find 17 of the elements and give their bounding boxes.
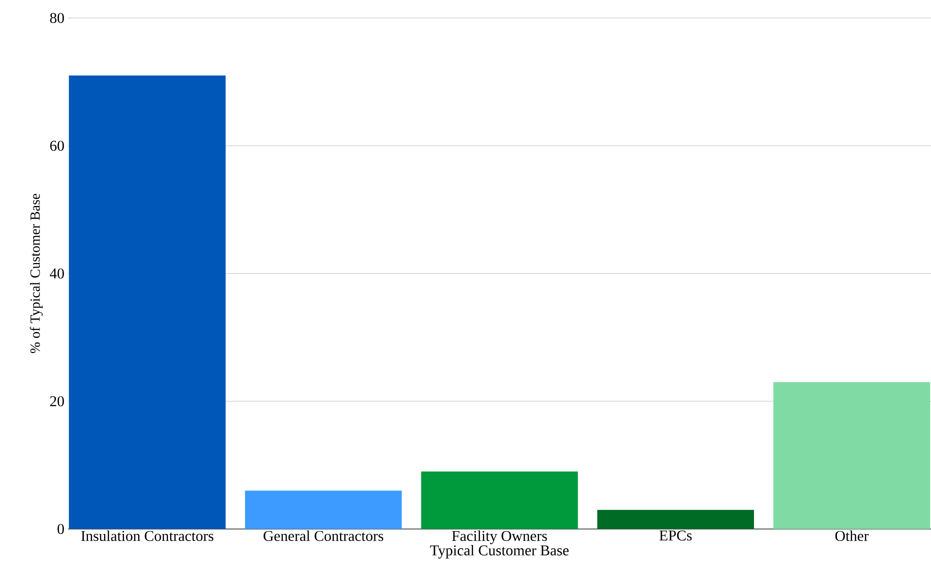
bar [773, 382, 930, 529]
y-tick-label: 60 [50, 140, 64, 151]
y-tick-label: 20 [50, 396, 64, 406]
x-tick-label: Other [835, 530, 869, 542]
y-axis-title: % of Typical Customer Base [30, 194, 43, 354]
bar [421, 471, 578, 529]
bar [68, 75, 226, 529]
x-tick-label: General Contractors [264, 530, 384, 542]
x-tick-label: Facility Owners [452, 530, 547, 544]
y-tick-label: 40 [50, 268, 64, 279]
bar [597, 510, 754, 529]
x-axis-title: Typical Customer Base [430, 544, 569, 559]
x-tick-label: EPCs [659, 530, 692, 541]
y-tick-label: 80 [50, 12, 64, 24]
y-tick-label: 0 [58, 524, 64, 534]
bar [245, 490, 402, 529]
x-tick-label: Insulation Contractors [81, 530, 214, 542]
